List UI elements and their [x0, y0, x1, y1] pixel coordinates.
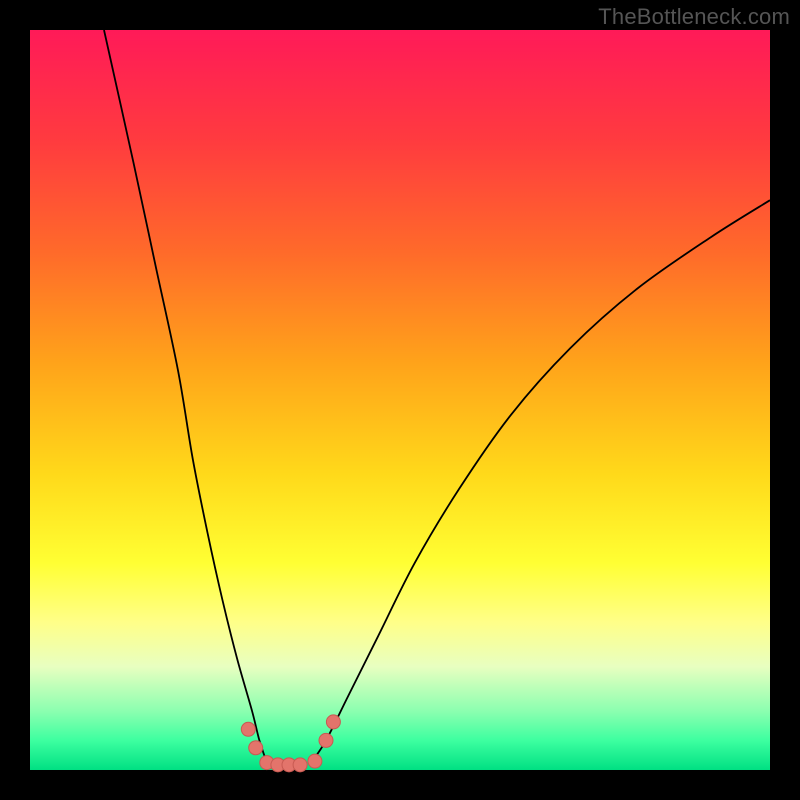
marker-point — [308, 754, 322, 768]
marker-point — [249, 741, 263, 755]
chart-container: TheBottleneck.com — [0, 0, 800, 800]
marker-point — [293, 758, 307, 772]
marker-point — [326, 715, 340, 729]
bottleneck-chart — [0, 0, 800, 800]
marker-point — [319, 733, 333, 747]
watermark-text: TheBottleneck.com — [598, 4, 790, 30]
marker-point — [241, 722, 255, 736]
plot-background — [30, 30, 770, 770]
